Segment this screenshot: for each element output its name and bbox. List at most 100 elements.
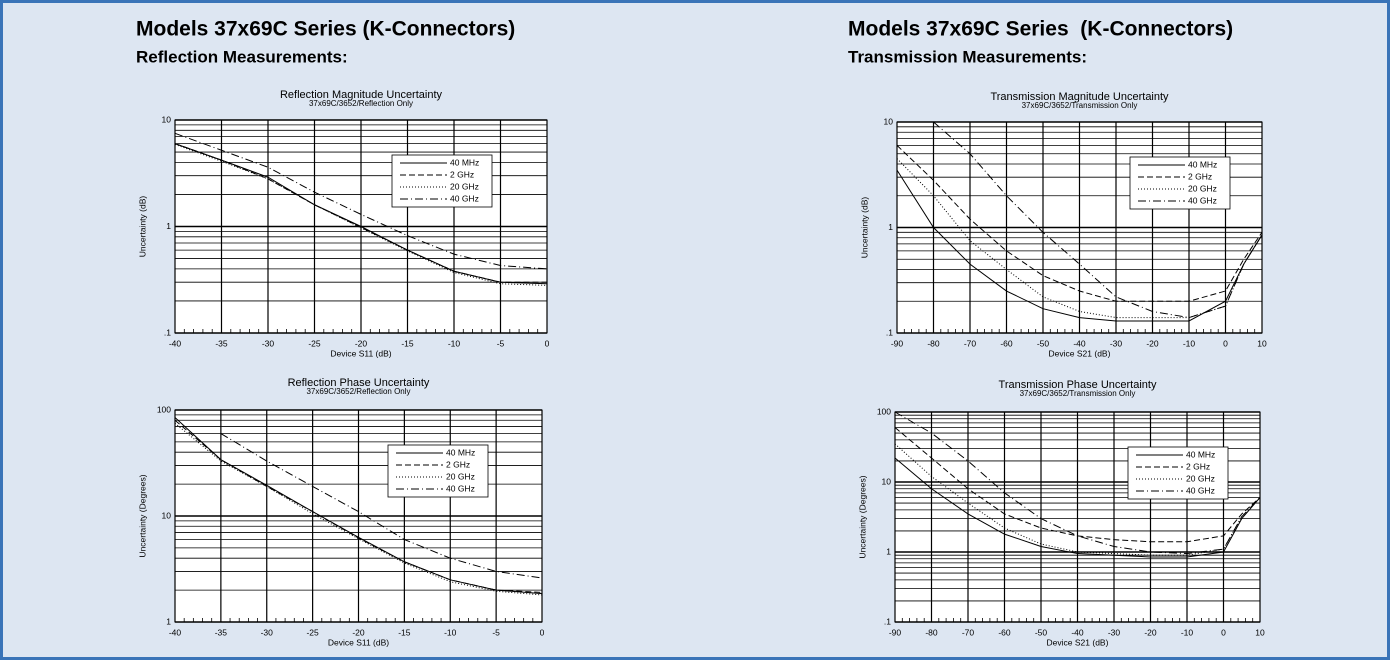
- series-line: [174, 143, 547, 283]
- chart-subtitle: 37x69C/3652/Transmission Only: [1020, 389, 1136, 398]
- series-line: [174, 143, 548, 286]
- y-tick-label: 10: [162, 114, 172, 124]
- series-line: [220, 433, 543, 579]
- x-tick-label: -90: [889, 627, 902, 637]
- heading: Models 37x69C Series (K-Connectors): [848, 18, 1233, 41]
- y-tick-label: 100: [157, 404, 171, 414]
- y-tick-label: 100: [877, 406, 891, 416]
- series-line: [894, 411, 1261, 555]
- legend-label: 2 GHz: [1188, 171, 1212, 181]
- legend-label: 20 GHz: [446, 471, 475, 481]
- legend-box: [1129, 156, 1231, 210]
- x-tick-label: -60: [1000, 338, 1013, 348]
- y-axis-label: Uncertainty (Degrees): [857, 475, 867, 558]
- x-tick-label: -10: [1181, 627, 1194, 637]
- legend-label: 40 MHz: [450, 157, 479, 167]
- x-tick-label: 0: [545, 338, 550, 348]
- y-tick-label: .1: [886, 327, 893, 337]
- y-tick-label: .1: [884, 616, 891, 626]
- legend-label: 20 GHz: [450, 181, 479, 191]
- x-tick-label: -5: [497, 338, 505, 348]
- x-tick-label: -10: [448, 338, 461, 348]
- series-line: [933, 121, 1263, 319]
- legend-label: 40 GHz: [446, 483, 475, 493]
- legend-label: 20 GHz: [1186, 473, 1215, 483]
- x-tick-label: -20: [1144, 627, 1157, 637]
- y-axis-label: Uncertainty (Degrees): [137, 474, 147, 557]
- x-axis-label: Device S11 (dB): [328, 637, 389, 647]
- series-line: [174, 132, 548, 270]
- x-tick-label: -80: [925, 627, 938, 637]
- legend-label: 40 GHz: [450, 193, 479, 203]
- x-tick-label: -25: [308, 338, 321, 348]
- legend-label: 40 GHz: [1188, 195, 1217, 205]
- x-tick-label: -30: [1110, 338, 1123, 348]
- chart-title: Transmission Magnitude Uncertainty: [990, 91, 1169, 103]
- subheading: Transmission Measurements:: [848, 47, 1087, 66]
- series-line: [894, 457, 1261, 558]
- x-tick-label: -30: [261, 627, 274, 637]
- series-line: [174, 143, 548, 285]
- x-tick-label: -35: [215, 627, 228, 637]
- y-axis-label: Uncertainty (dB): [137, 196, 147, 258]
- series-line: [894, 427, 1261, 543]
- y-tick-label: 10: [882, 476, 892, 486]
- x-tick-label: 0: [540, 627, 545, 637]
- y-tick-label: 1: [888, 222, 893, 232]
- legend-label: 40 MHz: [1188, 159, 1217, 169]
- heading: Models 37x69C Series (K-Connectors): [136, 18, 515, 41]
- x-tick-label: -25: [306, 627, 319, 637]
- chart-subtitle: 37x69C/3652/Reflection Only: [306, 387, 410, 396]
- y-tick-label: 10: [884, 116, 894, 126]
- x-tick-label: -5: [492, 627, 500, 637]
- y-tick-label: 10: [162, 510, 172, 520]
- legend-label: 2 GHz: [446, 459, 470, 469]
- legend-box: [1127, 446, 1229, 500]
- x-tick-label: -15: [398, 627, 411, 637]
- x-tick-label: -10: [444, 627, 457, 637]
- x-tick-label: -90: [891, 338, 904, 348]
- x-tick-label: -20: [1146, 338, 1159, 348]
- y-tick-label: .1: [164, 327, 171, 337]
- x-tick-label: -15: [401, 338, 414, 348]
- x-tick-label: -10: [1183, 338, 1196, 348]
- x-tick-label: -70: [964, 338, 977, 348]
- x-tick-label: 10: [1257, 338, 1267, 348]
- legend-label: 40 MHz: [1186, 449, 1215, 459]
- y-tick-label: 1: [166, 221, 171, 231]
- x-tick-label: -80: [927, 338, 940, 348]
- x-axis-label: Device S11 (dB): [330, 348, 391, 358]
- x-tick-label: 10: [1255, 627, 1265, 637]
- plot-frame: [174, 119, 548, 334]
- chart-title: Transmission Phase Uncertainty: [999, 379, 1157, 391]
- x-tick-label: -20: [352, 627, 365, 637]
- legend-label: 40 MHz: [446, 447, 475, 457]
- subheading: Reflection Measurements:: [136, 47, 348, 66]
- series-line: [896, 145, 1263, 302]
- legend-box: [387, 444, 489, 498]
- x-tick-label: -35: [215, 338, 228, 348]
- chart-subtitle: 37x69C/3652/Reflection Only: [309, 99, 413, 108]
- series-line: [174, 419, 543, 593]
- plot-frame: [894, 411, 1261, 623]
- legend-label: 40 GHz: [1186, 485, 1215, 495]
- x-tick-label: -40: [169, 338, 182, 348]
- x-tick-label: -70: [962, 627, 975, 637]
- x-tick-label: -20: [355, 338, 368, 348]
- x-tick-label: -40: [1073, 338, 1086, 348]
- plot-frame: [896, 121, 1263, 334]
- x-axis-label: Device S21 (dB): [1047, 637, 1109, 647]
- x-tick-label: 0: [1223, 338, 1228, 348]
- y-tick-label: 1: [166, 616, 171, 626]
- x-tick-label: -50: [1037, 338, 1050, 348]
- series-line: [896, 169, 1263, 322]
- y-axis-label: Uncertainty (dB): [859, 197, 869, 259]
- x-axis-label: Device S21 (dB): [1049, 348, 1111, 358]
- legend-label: 2 GHz: [1186, 461, 1210, 471]
- x-tick-label: -30: [262, 338, 275, 348]
- x-tick-label: -40: [169, 627, 182, 637]
- x-tick-label: -40: [1071, 627, 1084, 637]
- chart-subtitle: 37x69C/3652/Transmission Only: [1022, 101, 1138, 110]
- legend-label: 20 GHz: [1188, 183, 1217, 193]
